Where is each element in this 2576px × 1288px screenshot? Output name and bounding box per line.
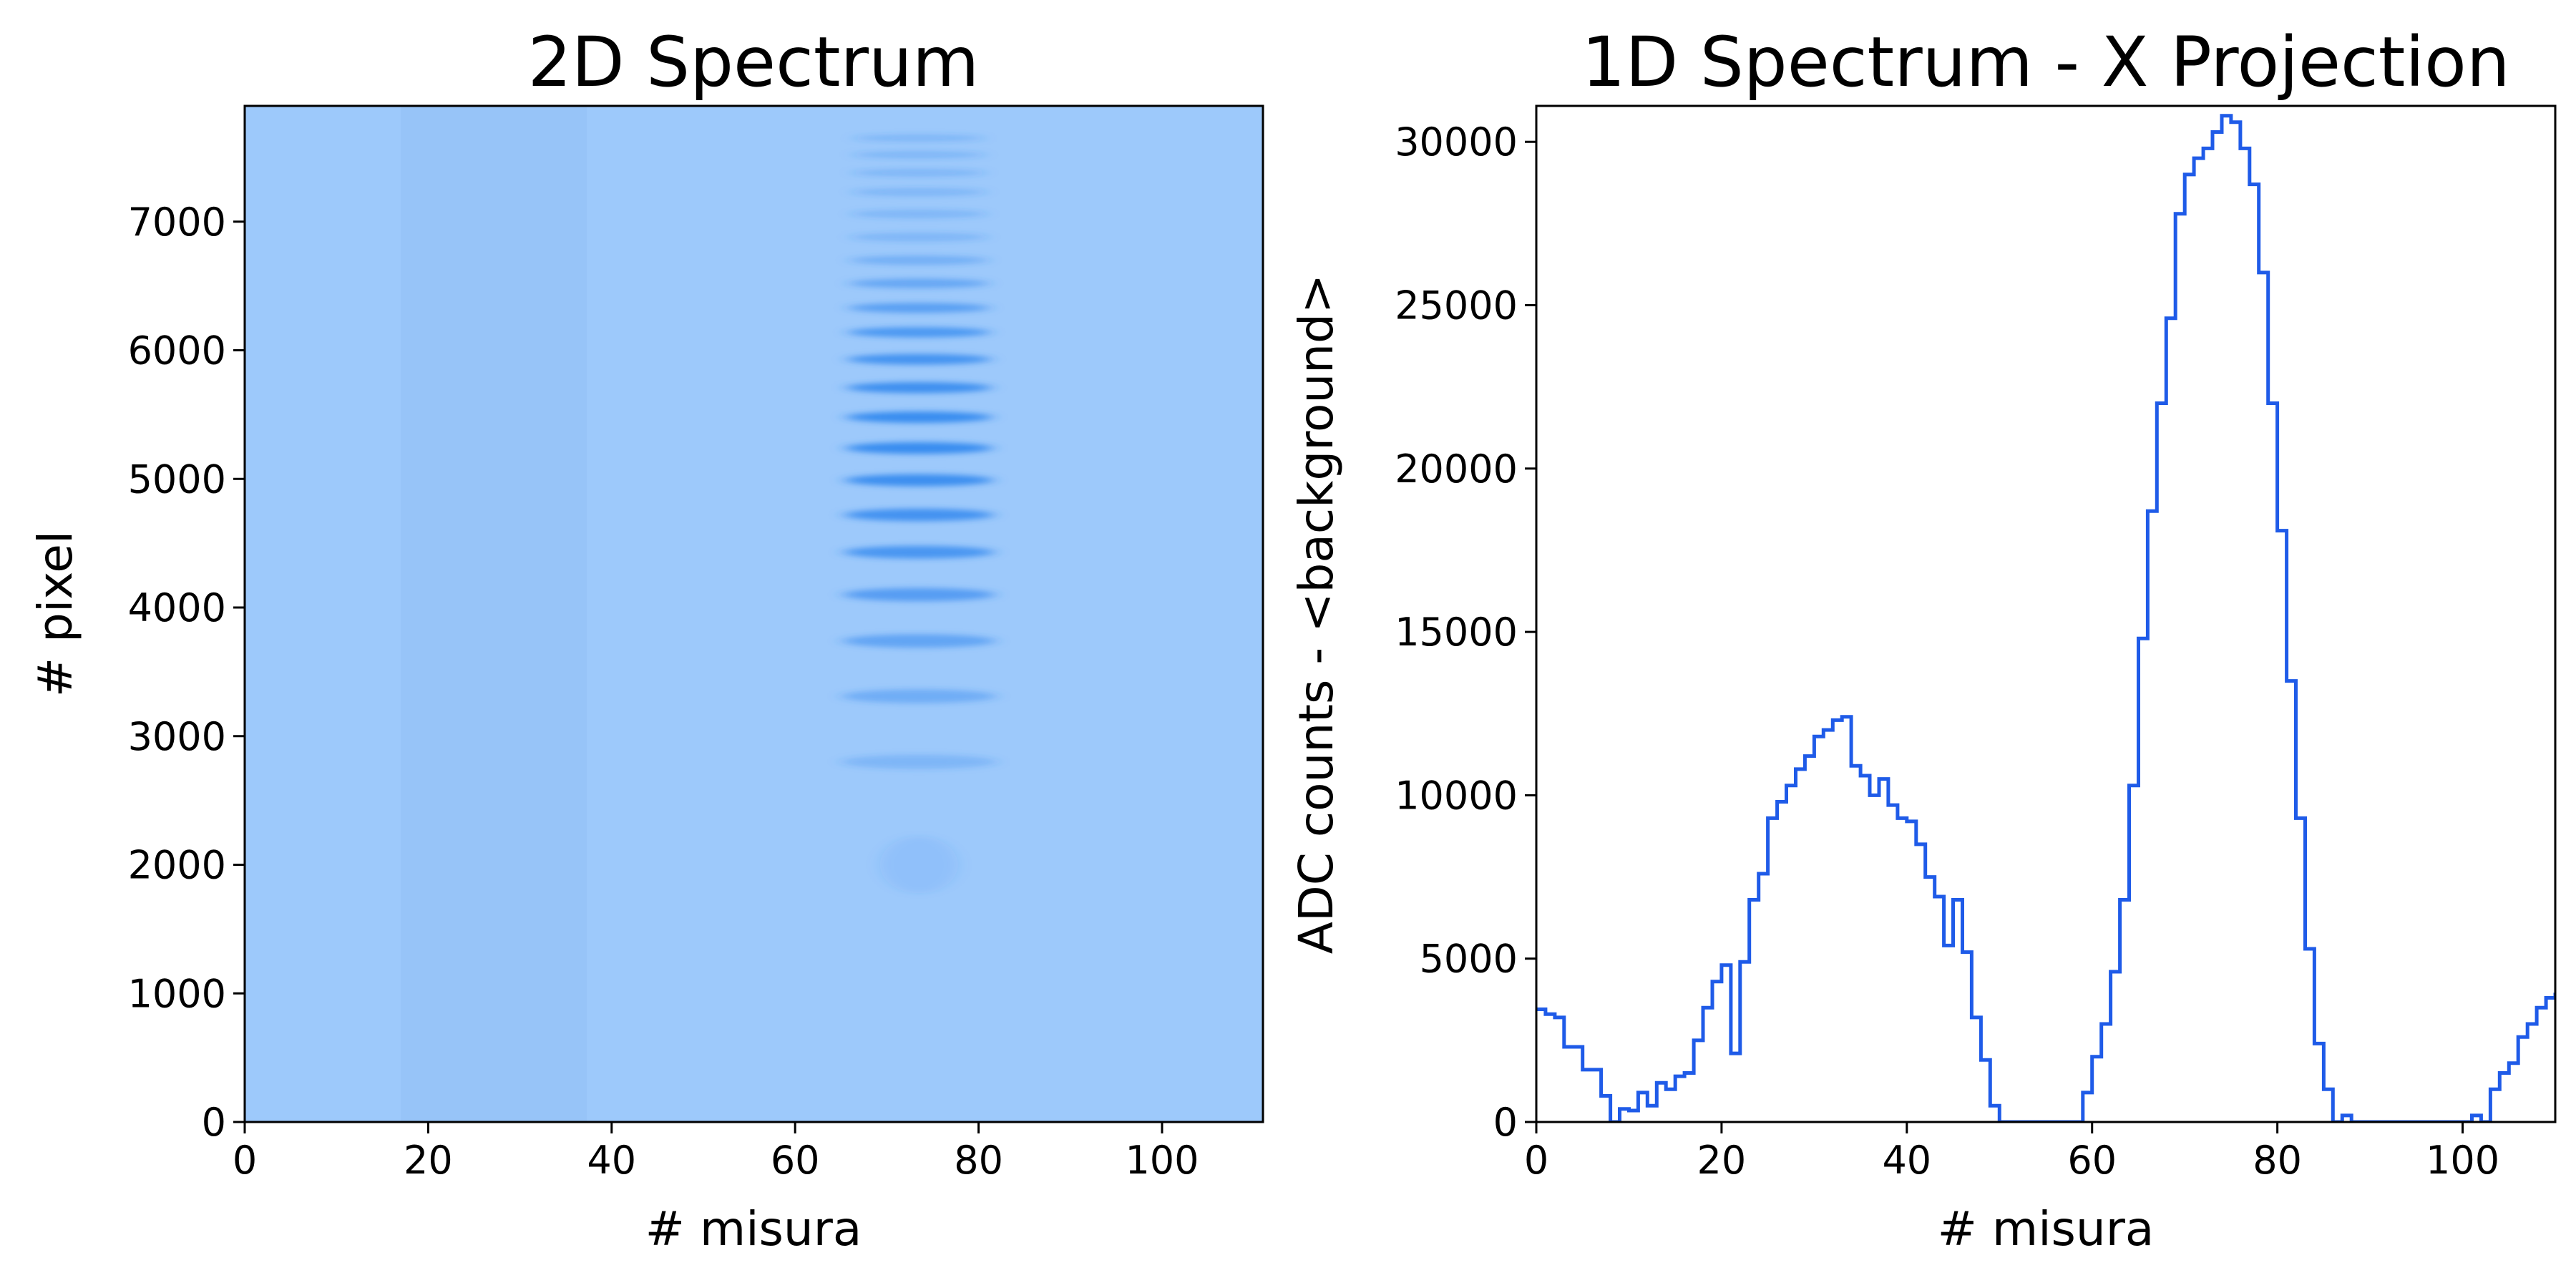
projection-y-tick-label: 10000 xyxy=(1395,773,1518,818)
heatmap-band xyxy=(850,209,988,218)
projection-plot-area xyxy=(1536,114,2555,1122)
projection-y-tick-label: 25000 xyxy=(1395,283,1518,328)
heatmap-x-tick-label: 80 xyxy=(954,1138,1003,1183)
heatmap-dark-column xyxy=(401,106,587,1122)
projection-x-tick-label: 40 xyxy=(1882,1138,1931,1183)
heatmap-background xyxy=(245,106,1263,1122)
projection-x-ticks: 0 20 40 60 80 100 xyxy=(1524,1122,2499,1183)
heatmap-band xyxy=(849,233,988,242)
heatmap-bands xyxy=(841,134,997,894)
heatmap-band xyxy=(847,353,992,365)
heatmap-y-ticks: 0 1000 2000 3000 4000 5000 6000 7000 xyxy=(128,200,245,1145)
projection-y-ticks: 0 5000 10000 15000 20000 25000 30000 xyxy=(1395,119,1536,1145)
heatmap-area xyxy=(245,106,1263,1122)
heatmap-faint-blob xyxy=(879,836,958,894)
projection-x-axis-label: # misura xyxy=(1938,1201,2155,1257)
heatmap-x-tick-label: 20 xyxy=(404,1138,453,1183)
projection-y-tick-label: 0 xyxy=(1493,1100,1518,1145)
heatmap-band xyxy=(849,255,989,265)
heatmap-y-axis-label: # pixel xyxy=(28,531,83,697)
projection-y-tick-label: 20000 xyxy=(1395,447,1518,492)
heatmap-x-tick-label: 60 xyxy=(771,1138,820,1183)
heatmap-x-tick-label: 40 xyxy=(587,1138,636,1183)
heatmap-y-tick-label: 0 xyxy=(202,1100,226,1145)
heatmap-band xyxy=(852,151,986,159)
heatmap-band xyxy=(846,381,992,394)
heatmap-band xyxy=(851,168,987,177)
heatmap-x-tick-label: 0 xyxy=(233,1138,257,1183)
heatmap-x-tick-label: 100 xyxy=(1125,1138,1199,1183)
heatmap-band xyxy=(848,278,990,288)
heatmap-band xyxy=(844,508,995,522)
heatmap-band xyxy=(843,545,995,559)
heatmap-band xyxy=(851,187,987,197)
heatmap-x-axis-label: # misura xyxy=(645,1201,862,1257)
heatmap-y-tick-label: 4000 xyxy=(128,585,226,630)
heatmap-y-tick-label: 3000 xyxy=(128,714,226,759)
projection-title: 1D Spectrum - X Projection xyxy=(1581,22,2509,102)
projection-frame xyxy=(1535,104,2557,1123)
heatmap-panel: 0 20 40 60 80 100 0 1000 2000 3000 4000 5000 6000 70… xyxy=(28,22,1264,1257)
heatmap-band xyxy=(847,327,991,338)
heatmap-y-tick-label: 6000 xyxy=(128,328,226,374)
projection-y-tick-label: 15000 xyxy=(1395,610,1518,655)
heatmap-band xyxy=(848,303,990,313)
heatmap-band xyxy=(842,587,995,602)
projection-x-tick-label: 60 xyxy=(2067,1138,2117,1183)
heatmap-frame xyxy=(243,104,1264,1123)
heatmap-band xyxy=(852,134,985,142)
heatmap-y-tick-label: 1000 xyxy=(128,971,226,1016)
heatmap-title: 2D Spectrum xyxy=(528,22,980,102)
projection-x-tick-label: 80 xyxy=(2253,1138,2302,1183)
heatmap-y-tick-label: 5000 xyxy=(128,457,226,502)
projection-y-tick-label: 30000 xyxy=(1395,119,1518,165)
projection-x-tick-label: 20 xyxy=(1697,1138,1747,1183)
heatmap-x-ticks: 0 20 40 60 80 100 xyxy=(233,1122,1199,1183)
heatmap-band xyxy=(845,411,992,423)
projection-x-tick-label: 100 xyxy=(2426,1138,2499,1183)
heatmap-band xyxy=(841,689,997,703)
heatmap-y-tick-label: 7000 xyxy=(128,200,226,245)
heatmap-band xyxy=(845,441,993,454)
heatmap-band xyxy=(844,474,994,487)
projection-panel: 0 20 40 60 80 100 0 5000 10000 15000 20000 25000 30… xyxy=(1289,22,2557,1257)
heatmap-band xyxy=(841,634,996,648)
projection-y-tick-label: 5000 xyxy=(1420,937,1518,982)
projection-y-axis-label: ADC counts - <background> xyxy=(1289,274,1344,954)
heatmap-band xyxy=(841,754,997,769)
heatmap-y-tick-label: 2000 xyxy=(128,843,226,888)
projection-x-tick-label: 0 xyxy=(1524,1138,1548,1183)
projection-step-line xyxy=(1536,114,2555,1122)
